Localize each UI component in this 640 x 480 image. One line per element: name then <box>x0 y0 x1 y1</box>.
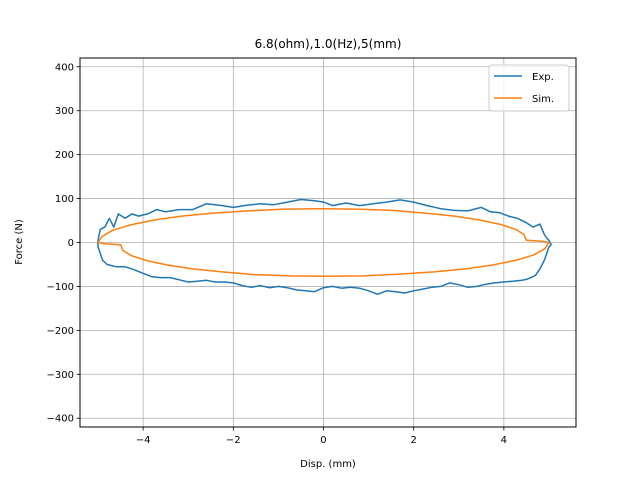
y-tick-label: −100 <box>47 282 74 293</box>
y-tick-label: 400 <box>55 62 74 73</box>
x-tick-label: 4 <box>501 435 507 446</box>
x-tick-label: −4 <box>136 435 151 446</box>
chart-title: 6.8(ohm),1.0(Hz),5(mm) <box>255 37 402 51</box>
y-tick-label: 200 <box>55 150 74 161</box>
x-tick-label: 2 <box>410 435 416 446</box>
x-axis-label: Disp. (mm) <box>300 459 356 470</box>
y-tick-label: −300 <box>47 370 74 381</box>
series-layer <box>97 198 552 296</box>
legend-label-sim: Sim. <box>532 94 554 105</box>
y-tick-label: 300 <box>55 106 74 117</box>
y-tick-label: 0 <box>68 238 74 249</box>
legend: Exp. Sim. <box>488 64 570 112</box>
ticks: −4 −2 0 2 4 −400 −300 −200 −100 0 100 200 300 400 <box>47 62 508 446</box>
series-line-sim <box>97 207 550 278</box>
series-line-exp <box>97 198 552 296</box>
y-tick-label: −200 <box>47 326 74 337</box>
y-tick-label: 100 <box>55 194 74 205</box>
x-tick-label: 0 <box>320 435 326 446</box>
grid <box>80 58 576 427</box>
y-axis-label: Force (N) <box>14 219 25 265</box>
legend-label-exp: Exp. <box>532 72 554 83</box>
y-tick-label: −400 <box>47 414 74 425</box>
legend-box <box>488 64 570 112</box>
x-tick-label: −2 <box>226 435 241 446</box>
